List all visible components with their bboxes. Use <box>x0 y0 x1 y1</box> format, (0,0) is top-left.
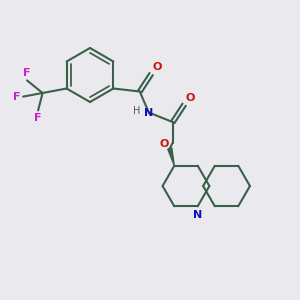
Text: F: F <box>13 92 21 102</box>
Polygon shape <box>168 148 174 166</box>
Text: O: O <box>153 62 162 72</box>
Text: H: H <box>133 106 140 116</box>
Text: N: N <box>193 211 202 220</box>
Text: O: O <box>160 139 169 149</box>
Text: F: F <box>34 112 42 122</box>
Text: N: N <box>144 107 153 118</box>
Text: O: O <box>186 93 195 103</box>
Text: F: F <box>23 68 31 78</box>
